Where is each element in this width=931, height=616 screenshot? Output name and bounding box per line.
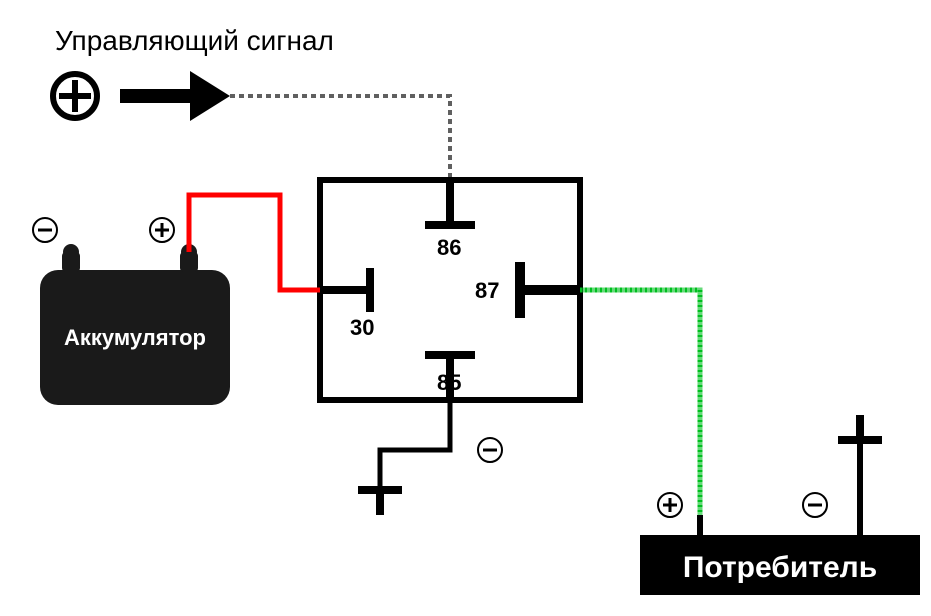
wire-pin85-ground — [380, 400, 450, 490]
title-label: Управляющий сигнал — [55, 25, 334, 56]
relay-pin-87 — [520, 262, 580, 318]
ground-pin85 — [358, 490, 402, 515]
relay-pin-30 — [320, 268, 370, 312]
minus-symbol-consumer — [803, 493, 827, 517]
wire-control-signal — [230, 96, 450, 180]
battery-label: Аккумулятор — [64, 325, 206, 350]
consumer-label: Потребитель — [683, 551, 877, 584]
pin-30-label: 30 — [350, 315, 374, 340]
plus-symbol-consumer — [658, 493, 682, 517]
pin-86-label: 86 — [437, 235, 461, 260]
pin-85-label: 85 — [437, 370, 461, 395]
minus-symbol-battery — [33, 218, 57, 242]
arrow-icon — [120, 71, 230, 121]
minus-symbol-pin85 — [478, 438, 502, 462]
plus-symbol-battery — [150, 218, 174, 242]
relay-pin-86 — [425, 180, 475, 225]
plus-symbol-main — [53, 74, 97, 118]
pin-87-label: 87 — [475, 278, 499, 303]
ground-consumer — [838, 415, 882, 440]
wire-pin87-to-consumer — [580, 290, 700, 535]
